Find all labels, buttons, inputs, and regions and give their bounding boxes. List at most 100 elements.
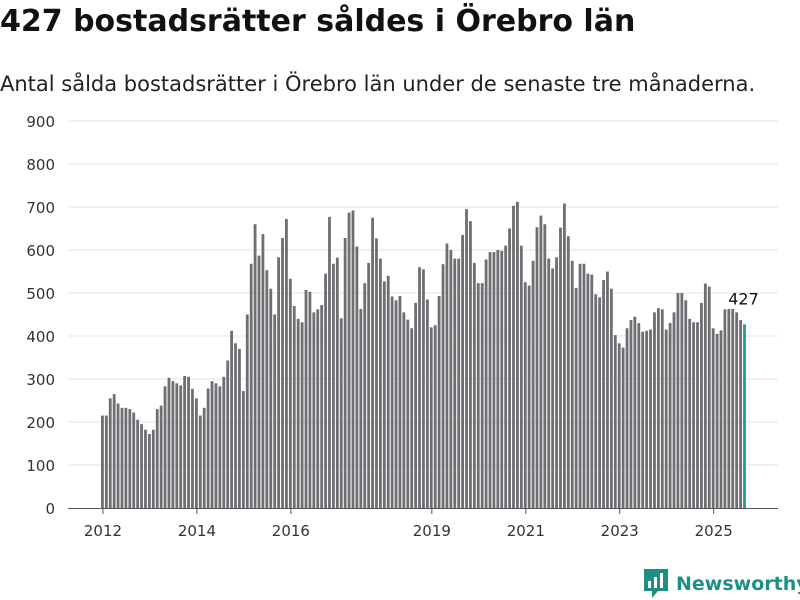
bar [304,289,308,508]
bar [406,319,410,508]
bar [590,274,594,508]
bar [355,246,359,508]
bar [238,348,241,508]
bar [465,209,468,508]
bar [684,300,688,508]
bar [335,257,339,508]
bar [120,407,124,508]
bar [167,377,171,508]
bar [163,386,167,508]
y-tick-label: 100 [26,457,55,475]
bar [445,243,449,509]
bar [214,383,218,508]
bar [700,302,703,508]
bar [598,297,602,508]
bar [472,262,476,508]
bar [461,234,465,508]
x-tick-label: 2014 [178,522,216,540]
bar [418,267,421,508]
bar [469,221,472,508]
bar [586,273,590,508]
bar [504,245,508,508]
bar [547,258,551,508]
bar [288,278,292,508]
y-tick-label: 500 [26,285,55,303]
bar [359,308,363,508]
bar [566,236,570,509]
bar [496,250,500,508]
bar [144,429,147,508]
bar [316,309,320,508]
bar [222,376,226,508]
bar [108,398,112,508]
bar [292,305,296,508]
bar [128,409,132,508]
bar [159,405,163,508]
bar [562,203,566,508]
bar [484,259,488,508]
x-tick-label: 2025 [695,522,733,540]
x-tick-label: 2016 [272,522,310,540]
bar [281,237,284,508]
bar [101,415,104,508]
bar [265,270,269,508]
bar [386,275,390,508]
bar [711,328,715,508]
bar [441,264,445,508]
bar [269,288,273,508]
bar [629,320,633,508]
newsworthy-logo-icon [644,569,668,598]
bar [398,296,402,508]
bar [476,283,480,508]
y-tick-label: 400 [26,328,55,346]
bar [241,391,245,508]
bar [613,335,617,508]
bar [500,250,504,509]
bar [578,263,582,508]
bar [261,234,265,508]
bar [660,309,664,508]
y-tick-label: 900 [26,113,55,131]
bar [367,262,371,508]
bar [273,314,277,508]
bar [230,330,234,508]
bar [559,227,562,508]
bar [375,238,378,508]
bar [680,293,684,508]
bar [637,323,641,508]
bar [124,407,128,508]
bar [508,228,511,508]
bar [175,383,179,508]
bar [339,318,343,508]
bar [136,419,140,508]
bar [527,285,531,508]
bar [641,331,645,508]
bar [394,300,398,508]
bar [531,260,535,508]
x-tick-label: 2021 [507,522,545,540]
bar [390,296,394,508]
newsworthy-brand: Newsworthy [644,568,800,600]
bar [692,322,696,508]
bar [582,263,586,508]
bar [371,217,374,508]
bar [617,343,621,508]
bar [382,281,386,508]
bar [351,210,355,508]
bar [543,224,547,508]
bar [104,415,108,508]
bar [555,257,558,508]
bar [609,288,613,508]
y-tick-label: 700 [26,199,55,217]
bar [453,258,457,508]
chart-title: 427 bostadsrätter såldes i Örebro län [0,4,636,39]
bar [696,322,699,508]
bar [649,329,652,508]
bar [625,328,629,508]
bar [210,381,214,508]
bar [320,305,324,508]
bar [402,312,406,508]
bar [715,333,719,508]
x-tick-label: 2012 [84,522,122,540]
bar [147,434,151,508]
